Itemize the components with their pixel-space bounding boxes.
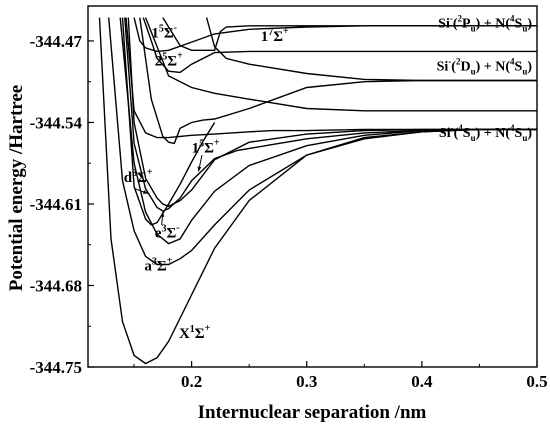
curve-1-7-crossing xyxy=(205,17,537,82)
state-label-a3sigmaplus: a3Σ+ xyxy=(144,255,172,274)
pointer-arrow-15sigma-plus-head xyxy=(197,166,202,172)
state-label-d3sigmaplus: d3Σ+ xyxy=(124,167,153,186)
y-tick-label: -344.68 xyxy=(30,276,82,295)
y-axis-title: Potential energy /Hartree xyxy=(6,85,27,291)
curve-1-7 xyxy=(144,17,537,112)
curve-d3 xyxy=(124,17,537,212)
state-labels: 15Σ- 17Σ+ 25Σ+ 15Σ+ d3Σ+ e3Σ-a3Σ+ X1Σ+ xyxy=(124,22,289,341)
plot-frame xyxy=(87,5,538,368)
asymptote-labels: Si-(2Pu) + N(4Su) Si-(2Du) + N(4Su) Si-(4S… xyxy=(437,13,533,142)
y-axis-ticks: -344.47 -344.54 -344.61 -344.68 -344.75 xyxy=(30,32,94,377)
x-tick-label: 0.2 xyxy=(181,372,202,391)
y-tick-label: -344.61 xyxy=(30,195,82,214)
curve-2-5-upper xyxy=(162,17,537,51)
state-label-17sigmaplus: 17Σ+ xyxy=(261,26,289,45)
asymptote-label-s-u: Si-(4Su) + N(4Su) xyxy=(439,123,532,143)
state-label-x1sigmaplus: X1Σ+ xyxy=(179,323,211,342)
curve-a3 xyxy=(108,17,537,266)
state-label-15sigmaplus: 15Σ+ xyxy=(192,138,220,157)
y-tick-label: -344.54 xyxy=(30,113,83,132)
curve-2-5 xyxy=(125,17,537,139)
curve-2-5-upper xyxy=(142,17,537,74)
x-tick-label: 0.4 xyxy=(411,372,433,391)
curve-1-5-low xyxy=(127,17,537,208)
state-label-25sigmaplus: 25Σ+ xyxy=(155,50,183,69)
pointer-arrow-e3sigma-minus-head xyxy=(160,212,165,217)
curve-1-5-upper xyxy=(139,17,537,145)
x-axis-title: Internuclear separation /nm xyxy=(198,402,427,423)
y-tick-label: -344.47 xyxy=(30,32,83,51)
y-tick-label: -344.75 xyxy=(30,358,82,377)
state-label-e3sigmaminus: e3Σ- xyxy=(155,223,180,242)
plot-area: 0.2 0.3 0.4 0.5 -344.47 -344.54 -344.61 -344.6… xyxy=(30,5,548,391)
x-tick-label: 0.3 xyxy=(296,372,317,391)
x-axis-ticks: 0.2 0.3 0.4 0.5 xyxy=(133,361,548,391)
asymptote-label-d-u: Si-(2Du) + N(4Su) xyxy=(437,56,533,76)
x-tick-label: 0.5 xyxy=(526,372,547,391)
asymptote-label-p-u: Si-(2Pu) + N(4Su) xyxy=(438,13,532,33)
curves-group xyxy=(98,17,537,365)
pointer-arrow-d3sigma-plus-head xyxy=(142,190,148,194)
state-label-15sigmaminus: 15Σ- xyxy=(151,22,177,41)
